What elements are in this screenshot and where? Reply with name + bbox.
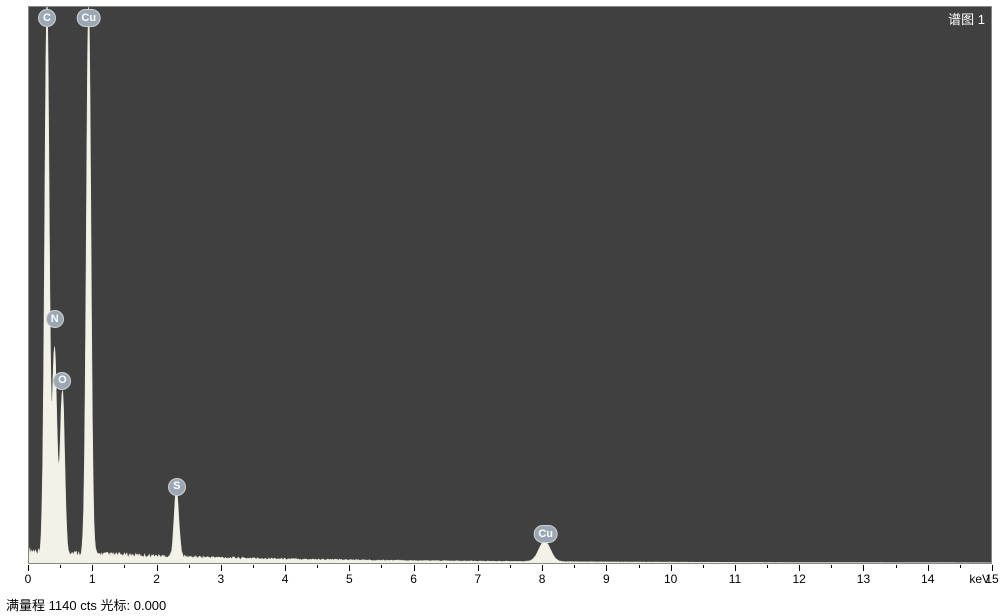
element-marker-cu: Cu: [76, 9, 101, 27]
x-tick-minor: [574, 565, 575, 568]
x-tick: [606, 565, 607, 571]
x-tick-minor: [703, 565, 704, 568]
x-tick-minor: [124, 565, 125, 568]
x-tick-label: 11: [729, 572, 741, 586]
full-scale-prefix: 满量程: [6, 598, 45, 613]
element-marker-n: N: [46, 310, 64, 328]
x-tick-label: 5: [346, 572, 353, 586]
x-tick: [414, 565, 415, 571]
x-tick-label: 2: [153, 572, 160, 586]
element-marker-cu: Cu: [533, 525, 558, 543]
spectrum-window: 谱图 1 CNOCuSCu keV 0123456789101112131415…: [0, 0, 1000, 616]
x-axis: keV 0123456789101112131415: [28, 565, 992, 595]
cursor-value: 0.000: [134, 598, 167, 613]
x-tick-minor: [510, 565, 511, 568]
x-tick-minor: [253, 565, 254, 568]
x-tick: [92, 565, 93, 571]
x-tick-minor: [381, 565, 382, 568]
x-tick-minor: [639, 565, 640, 568]
x-tick-label: 8: [539, 572, 546, 586]
x-tick-minor: [60, 565, 61, 568]
x-tick: [542, 565, 543, 571]
x-tick-label: 6: [410, 572, 417, 586]
x-tick: [671, 565, 672, 571]
x-tick: [863, 565, 864, 571]
x-tick-minor: [767, 565, 768, 568]
x-tick-label: 10: [664, 572, 677, 586]
cursor-prefix: 光标:: [100, 598, 130, 613]
x-tick-minor: [189, 565, 190, 568]
x-tick-minor: [317, 565, 318, 568]
x-tick: [157, 565, 158, 571]
x-tick: [349, 565, 350, 571]
x-tick-label: 3: [217, 572, 224, 586]
x-tick-minor: [896, 565, 897, 568]
footer-status: 满量程 1140 cts 光标: 0.000: [6, 595, 166, 614]
element-marker-o: O: [53, 372, 71, 390]
x-tick: [478, 565, 479, 571]
x-tick: [28, 565, 29, 571]
x-tick-minor: [960, 565, 961, 568]
left-gutter: [0, 6, 28, 564]
legend-label: 谱图 1: [948, 9, 985, 28]
x-tick-label: 15: [985, 572, 998, 586]
plot-area[interactable]: 谱图 1 C N O Cu S Cu: [28, 6, 992, 564]
x-tick-label: 1: [89, 572, 96, 586]
element-marker-s: S: [168, 478, 186, 496]
x-tick-minor: [831, 565, 832, 568]
full-scale-value: 1140: [49, 598, 77, 613]
x-tick: [221, 565, 222, 571]
x-tick-label: 14: [921, 572, 934, 586]
element-marker-c: C: [38, 9, 56, 27]
x-tick: [928, 565, 929, 571]
x-tick-minor: [446, 565, 447, 568]
x-tick: [992, 565, 993, 571]
x-tick-label: 9: [603, 572, 610, 586]
x-tick-label: 0: [25, 572, 32, 586]
x-tick: [799, 565, 800, 571]
x-tick-label: 7: [475, 572, 482, 586]
full-scale-unit: cts: [80, 598, 97, 613]
x-tick-label: 4: [282, 572, 289, 586]
x-tick-label: 13: [857, 572, 870, 586]
x-tick: [735, 565, 736, 571]
x-tick-label: 12: [793, 572, 806, 586]
x-tick: [285, 565, 286, 571]
